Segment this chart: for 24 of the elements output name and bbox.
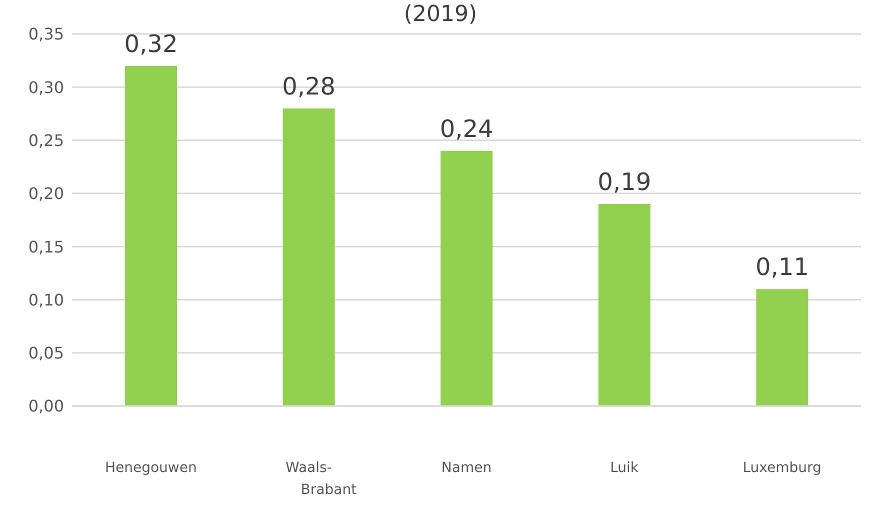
data-label: 0,11 [755,253,809,282]
data-label: 0,28 [282,72,336,100]
data-label: 0,32 [124,30,178,58]
bar [598,204,650,406]
y-tick-label: 0,10 [28,290,64,310]
y-tick-label: 0,20 [28,184,64,204]
y-tick-label: 0,05 [28,344,64,363]
x-tick-label: Henegouwen [104,460,197,476]
data-label: 0,19 [598,168,652,196]
y-tick-label: 0,35 [28,24,64,44]
y-tick-label: 0,00 [28,396,64,416]
x-tick-label: Namen [441,460,492,476]
x-tick-label: Luik [610,460,640,476]
y-tick-label: 0,15 [28,237,64,256]
bar [756,289,808,406]
x-tick-label: Luxemburg [742,460,822,476]
bar [440,150,493,406]
bar [282,108,335,406]
data-label: 0,24 [440,114,494,143]
y-tick-label: 0,30 [28,78,64,97]
x-tick-label: Waals-Brabant [286,460,358,498]
y-tick-label: 0,25 [28,130,64,150]
chart-title: (2019) [404,2,478,27]
bar [125,66,177,406]
